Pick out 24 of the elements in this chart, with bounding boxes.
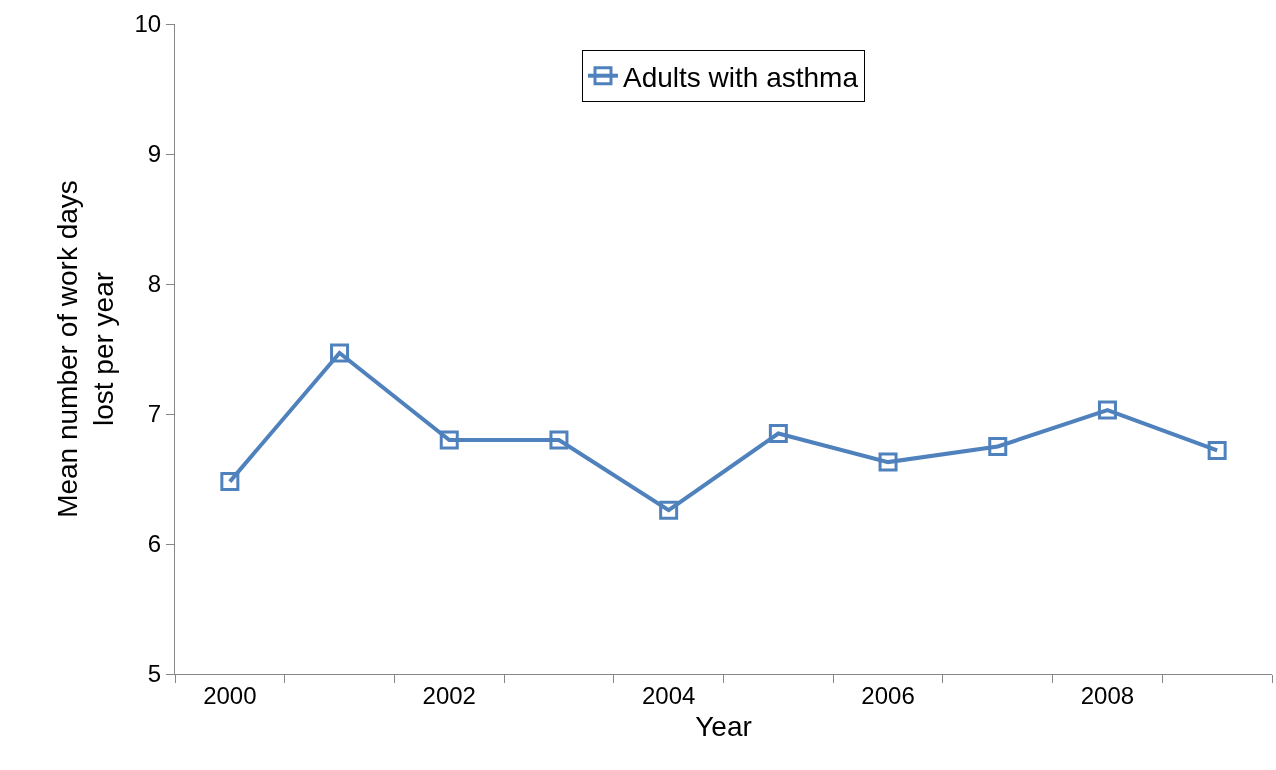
y-tick-label: 8	[147, 270, 162, 298]
point	[1207, 440, 1227, 460]
x-axis-title: Year	[695, 710, 752, 742]
x-tick-label: 2008	[1080, 681, 1135, 709]
point	[988, 437, 1008, 456]
legend-label: Adults with asthma	[623, 61, 859, 93]
point	[220, 472, 240, 492]
y-tick-label: 7	[147, 400, 162, 428]
x-tick-label: 2002	[422, 681, 476, 709]
y-tick-label: 9	[147, 140, 162, 168]
point	[878, 452, 898, 472]
x-tick-label: 2000	[203, 681, 257, 709]
point	[1097, 400, 1117, 420]
point	[768, 424, 788, 443]
y-axis-title: Mean number of work days lost per year	[51, 180, 120, 518]
y-tick-label: 6	[147, 530, 162, 558]
point	[330, 343, 350, 363]
x-tick-label: 2004	[641, 681, 696, 709]
y-tick-label: 5	[147, 660, 162, 688]
point	[439, 430, 459, 450]
point	[659, 500, 679, 520]
x-tick-label: 2006	[861, 681, 915, 709]
point	[549, 430, 569, 450]
y-tick-label: 10	[134, 10, 162, 38]
